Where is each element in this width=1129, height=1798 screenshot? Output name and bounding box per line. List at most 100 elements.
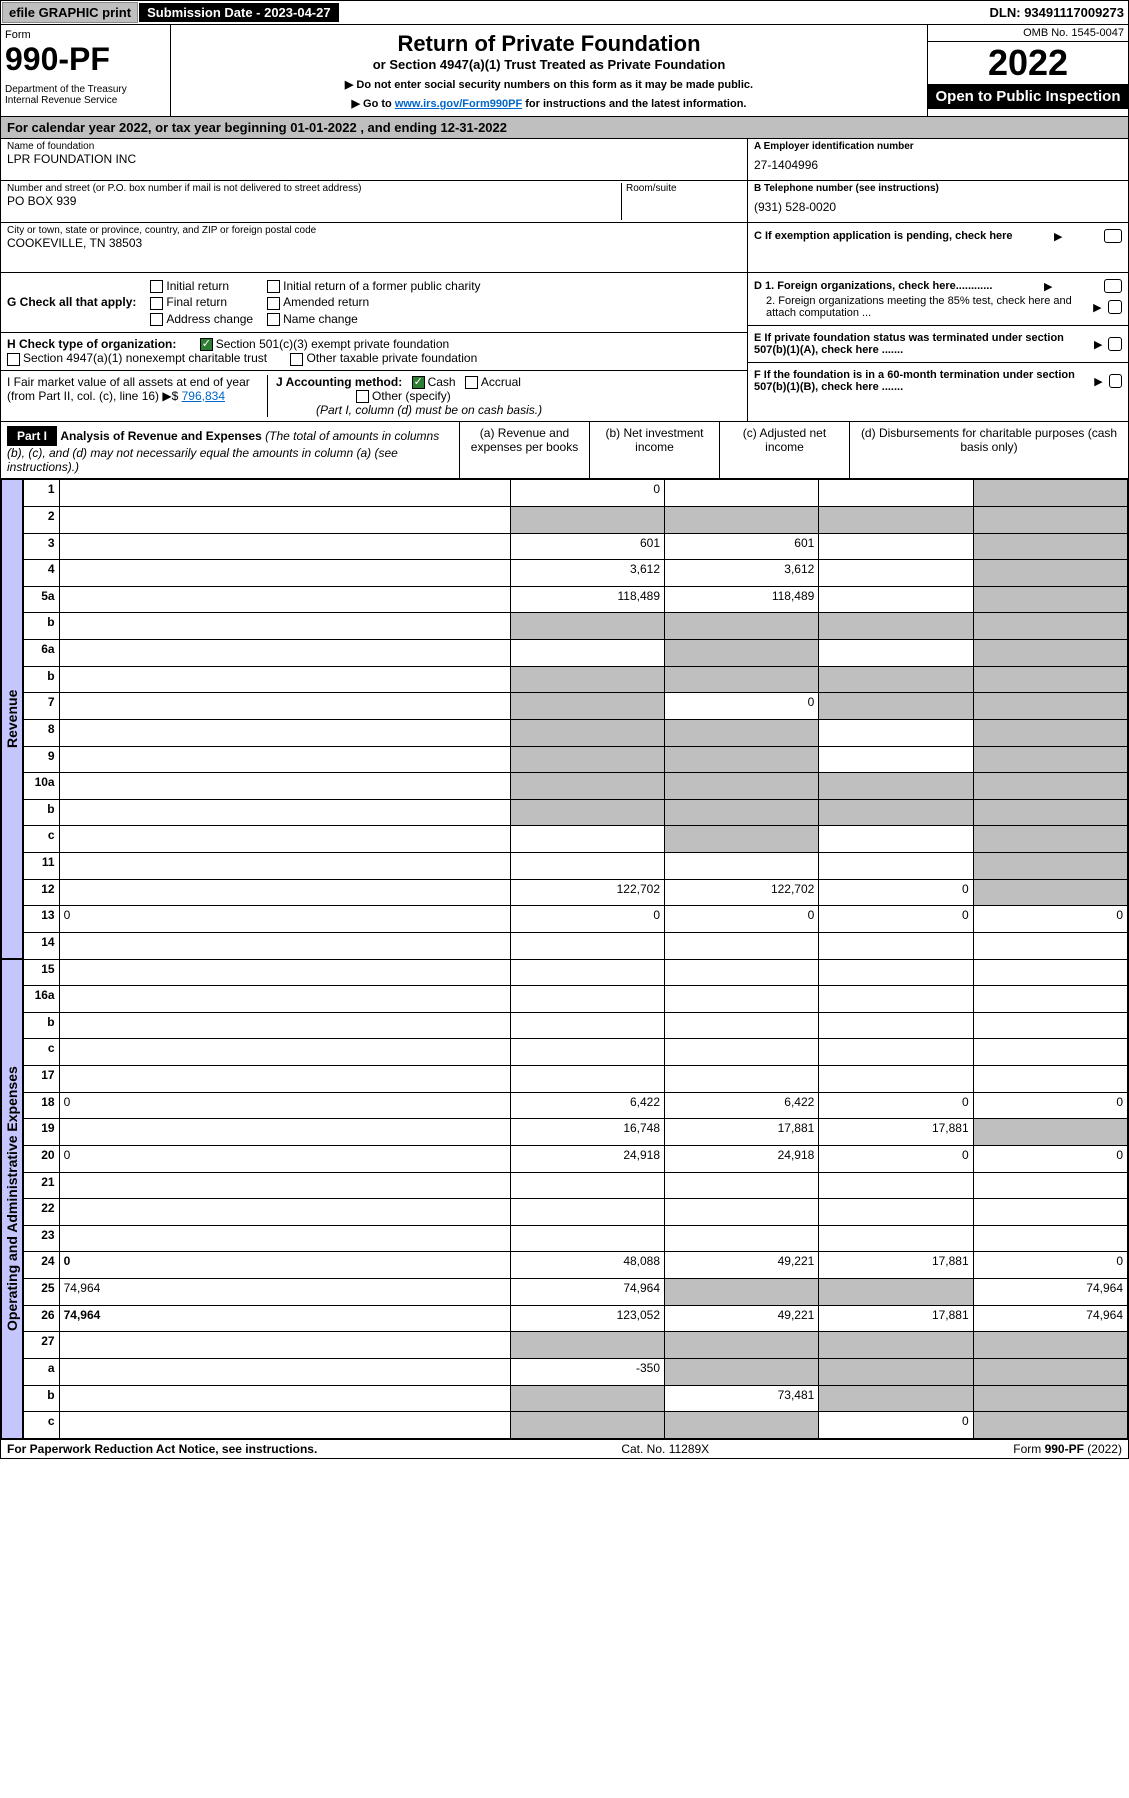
part1-badge: Part I	[7, 426, 57, 446]
efile-button[interactable]: efile GRAPHIC print	[2, 2, 138, 23]
row-num: 20	[24, 1145, 60, 1172]
col-b-value: 0	[665, 906, 819, 933]
h-row: H Check type of organization: Section 50…	[1, 333, 747, 371]
col-a-value: 601	[510, 533, 664, 560]
col-d-value	[973, 1066, 1127, 1093]
col-c-value	[819, 613, 973, 640]
row-num: 11	[24, 853, 60, 880]
row-num: 12	[24, 879, 60, 906]
table-row: b73,481	[24, 1385, 1128, 1412]
col-a-value	[510, 826, 664, 853]
row-num: 19	[24, 1119, 60, 1146]
col-c-value	[819, 959, 973, 986]
row-desc	[59, 1039, 510, 1066]
col-c-value: 17,881	[819, 1305, 973, 1332]
col-b-value	[665, 1012, 819, 1039]
col-d-value	[973, 1172, 1127, 1199]
table-row: a-350	[24, 1358, 1128, 1385]
col-b-value: 73,481	[665, 1385, 819, 1412]
arrow-icon: ▶	[1094, 338, 1102, 351]
col-d-value	[973, 826, 1127, 853]
table-row: 11	[24, 853, 1128, 880]
col-d-value	[973, 560, 1127, 587]
col-d-value	[973, 640, 1127, 667]
h-501c3[interactable]: Section 501(c)(3) exempt private foundat…	[200, 337, 449, 351]
col-d-value	[973, 1385, 1127, 1412]
table-row: 24048,08849,22117,8810	[24, 1252, 1128, 1279]
table-row: b	[24, 666, 1128, 693]
i-value: 796,834	[182, 389, 225, 403]
i-block: I Fair market value of all assets at end…	[7, 375, 257, 403]
col-c-value	[819, 1385, 973, 1412]
header-mid: Return of Private Foundation or Section …	[171, 25, 928, 116]
arrow-icon: ▶	[1044, 280, 1052, 293]
table-row: 1916,74817,88117,881	[24, 1119, 1128, 1146]
j-accrual[interactable]: Accrual	[465, 375, 521, 389]
calendar-year-row: For calendar year 2022, or tax year begi…	[1, 116, 1128, 138]
e-checkbox[interactable]	[1108, 337, 1122, 351]
col-a-value: 0	[510, 906, 664, 933]
col-d-value	[973, 986, 1127, 1013]
g-col-1: Initial return Final return Address chan…	[150, 279, 253, 326]
col-c-value	[819, 640, 973, 667]
col-b-value	[665, 719, 819, 746]
city-cell: City or town, state or province, country…	[1, 223, 747, 273]
irs-link[interactable]: www.irs.gov/Form990PF	[395, 98, 522, 110]
g-address-change[interactable]: Address change	[150, 312, 253, 326]
row-desc	[59, 853, 510, 880]
col-c-value	[819, 826, 973, 853]
h-other-taxable[interactable]: Other taxable private foundation	[290, 351, 477, 365]
g-name-change[interactable]: Name change	[267, 312, 480, 326]
row-desc: 74,964	[59, 1279, 510, 1306]
c-checkbox[interactable]	[1104, 229, 1122, 243]
row-num: 26	[24, 1305, 60, 1332]
col-a-value: 123,052	[510, 1305, 664, 1332]
room-label: Room/suite	[626, 183, 741, 194]
row-desc: 0	[59, 1252, 510, 1279]
col-c-value: 17,881	[819, 1119, 973, 1146]
row-num: 5a	[24, 586, 60, 613]
col-c-value	[819, 1039, 973, 1066]
col-b-value	[665, 986, 819, 1013]
col-c-value	[819, 560, 973, 587]
d1-checkbox[interactable]	[1104, 279, 1122, 293]
g-final-return[interactable]: Final return	[150, 295, 253, 309]
row-num: b	[24, 1012, 60, 1039]
col-d-value	[973, 773, 1127, 800]
g-initial-former[interactable]: Initial return of a former public charit…	[267, 279, 480, 293]
col-d-value	[973, 932, 1127, 959]
h-4947[interactable]: Section 4947(a)(1) nonexempt charitable …	[7, 351, 267, 365]
j-cash[interactable]: Cash	[412, 375, 456, 389]
col-d-value	[973, 1225, 1127, 1252]
col-b-value	[665, 799, 819, 826]
row-num: 2	[24, 506, 60, 533]
row-desc	[59, 1119, 510, 1146]
f-checkbox[interactable]	[1109, 374, 1122, 388]
e-label: E If private foundation status was termi…	[754, 332, 1088, 356]
d2-checkbox[interactable]	[1108, 300, 1122, 314]
d1-label: D 1. Foreign organizations, check here..…	[754, 280, 992, 292]
col-a-value: 122,702	[510, 879, 664, 906]
col-c-value	[819, 1199, 973, 1226]
g-initial-return[interactable]: Initial return	[150, 279, 253, 293]
table-row: 1300000	[24, 906, 1128, 933]
col-b-value: 118,489	[665, 586, 819, 613]
col-d-value	[973, 1039, 1127, 1066]
row-desc	[59, 1066, 510, 1093]
c-cell: C If exemption application is pending, c…	[748, 223, 1128, 273]
j-other[interactable]: Other (specify)	[356, 389, 451, 403]
instr-2b: for instructions and the latest informat…	[522, 98, 746, 110]
name-label: Name of foundation	[7, 141, 741, 152]
omb-number: OMB No. 1545-0047	[928, 25, 1128, 42]
side-labels: Revenue Operating and Administrative Exp…	[1, 479, 23, 1439]
col-a-value: 24,918	[510, 1145, 664, 1172]
row-num: 22	[24, 1199, 60, 1226]
phone-value: (931) 528-0020	[754, 200, 1122, 214]
g-checks-row: G Check all that apply: Initial return F…	[1, 273, 747, 333]
col-d-value	[973, 1119, 1127, 1146]
table-row: 21	[24, 1172, 1128, 1199]
row-num: 8	[24, 719, 60, 746]
ein-label: A Employer identification number	[754, 141, 1122, 152]
col-a-value	[510, 799, 664, 826]
g-amended[interactable]: Amended return	[267, 295, 480, 309]
